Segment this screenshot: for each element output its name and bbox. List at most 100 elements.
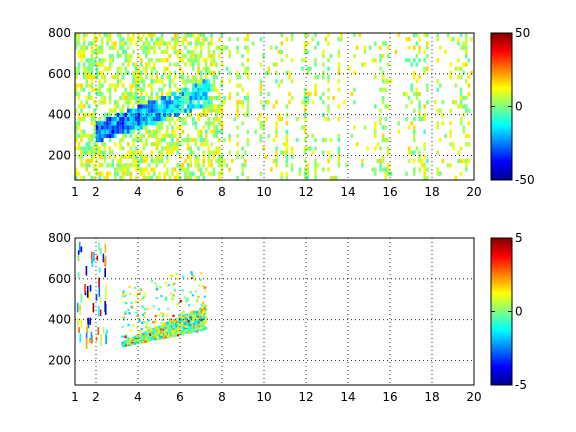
heatmap-cell — [145, 62, 148, 67]
heatmap-cell — [379, 66, 382, 71]
heatmap-cell — [140, 159, 143, 164]
heatmap-cell — [194, 159, 198, 164]
heatmap-cell — [199, 54, 203, 59]
heatmap-cell — [204, 311, 207, 314]
heatmap-cell — [145, 117, 148, 122]
heatmap-cell — [116, 117, 120, 122]
y-tick-label: 400 — [48, 108, 71, 122]
heatmap-cell — [167, 331, 170, 334]
heatmap-cell — [418, 45, 421, 50]
heatmap-cell — [93, 117, 96, 122]
heatmap-cell — [413, 117, 416, 122]
heatmap-cell — [166, 108, 169, 113]
y-tick-label: 400 — [48, 313, 71, 327]
heatmap-cell — [134, 163, 138, 168]
heatmap-cell — [147, 171, 151, 176]
heatmap-cell — [241, 62, 244, 67]
heatmap-cell — [184, 62, 187, 67]
heatmap-cell — [181, 329, 184, 332]
heatmap-cell — [121, 96, 125, 101]
heatmap-cell — [108, 108, 112, 113]
top-heatmap-cells — [75, 33, 473, 180]
heatmap-cell — [124, 49, 127, 54]
heatmap-cell — [75, 45, 78, 50]
heatmap-cell — [176, 163, 179, 168]
heatmap-cell — [184, 91, 187, 96]
heatmap-cell — [108, 125, 112, 130]
heatmap-cell — [415, 62, 419, 67]
heatmap-cell — [129, 121, 133, 126]
heatmap-cell — [77, 112, 81, 117]
heatmap-cell — [223, 138, 226, 143]
heatmap-cell — [101, 62, 104, 67]
heatmap-cell — [345, 163, 348, 168]
heatmap-cell — [202, 163, 205, 168]
heatmap-cell — [215, 87, 218, 92]
y-tick-label: 200 — [48, 354, 71, 368]
heatmap-cell — [181, 138, 185, 143]
heatmap-cell — [170, 329, 173, 332]
heatmap-cell — [98, 58, 101, 63]
heatmap-cell — [142, 33, 146, 38]
heatmap-cell — [131, 343, 134, 346]
heatmap-cell — [134, 150, 138, 155]
heatmap-cell — [140, 117, 143, 122]
heatmap-cell — [150, 280, 154, 283]
heatmap-cell — [202, 138, 205, 143]
heatmap-cell — [192, 83, 195, 88]
heatmap-cell — [241, 163, 244, 168]
heatmap-cell — [155, 285, 158, 288]
heatmap-cell — [137, 100, 140, 105]
heatmap-cell — [462, 96, 465, 101]
heatmap-cell — [197, 70, 200, 75]
heatmap-cell — [436, 150, 439, 155]
heatmap-cell — [182, 317, 185, 320]
heatmap-cell — [154, 320, 157, 323]
heatmap-cell — [171, 295, 174, 298]
heatmap-cell — [212, 171, 216, 176]
heatmap-cell — [179, 125, 182, 130]
heatmap-cell — [353, 125, 356, 130]
heatmap-cell — [134, 75, 138, 80]
heatmap-cell — [207, 100, 211, 105]
heatmap-cell — [98, 146, 101, 151]
heatmap-cell — [236, 154, 239, 159]
heatmap-cell — [327, 87, 330, 92]
heatmap-cell — [205, 91, 208, 96]
heatmap-cell — [311, 133, 315, 138]
heatmap-cell — [90, 87, 94, 92]
heatmap-cell — [82, 175, 86, 180]
heatmap-cell — [121, 125, 125, 130]
heatmap-cell — [160, 333, 163, 336]
heatmap-cell — [465, 163, 468, 168]
heatmap-cell — [155, 58, 159, 63]
heatmap-cell — [212, 104, 216, 109]
heatmap-cell — [178, 314, 181, 317]
heatmap-cell — [218, 171, 221, 176]
heatmap-cell — [168, 328, 171, 331]
heatmap-cell — [259, 79, 263, 84]
heatmap-cell — [137, 318, 141, 321]
heatmap-cell — [119, 138, 122, 143]
heatmap-cell — [95, 37, 99, 42]
heatmap-cell — [173, 175, 177, 180]
heatmap-cell — [183, 325, 186, 328]
heatmap-cell — [166, 41, 169, 46]
heatmap-cell — [257, 117, 260, 122]
heatmap-cell — [190, 329, 193, 332]
heatmap-cell — [85, 33, 88, 38]
heatmap-cell — [142, 133, 146, 138]
heatmap-cell — [116, 70, 120, 75]
heatmap-cell — [134, 79, 138, 84]
heatmap-cell — [184, 33, 187, 38]
heatmap-cell — [77, 41, 81, 46]
heatmap-cell — [119, 146, 122, 151]
heatmap-cell — [181, 91, 185, 96]
heatmap-cell — [176, 329, 179, 332]
heatmap-cell — [82, 117, 86, 122]
heatmap-cell — [192, 75, 195, 80]
heatmap-cell — [449, 108, 452, 113]
heatmap-cell — [337, 133, 341, 138]
heatmap-cell — [316, 163, 320, 168]
heatmap-cell — [205, 121, 208, 126]
